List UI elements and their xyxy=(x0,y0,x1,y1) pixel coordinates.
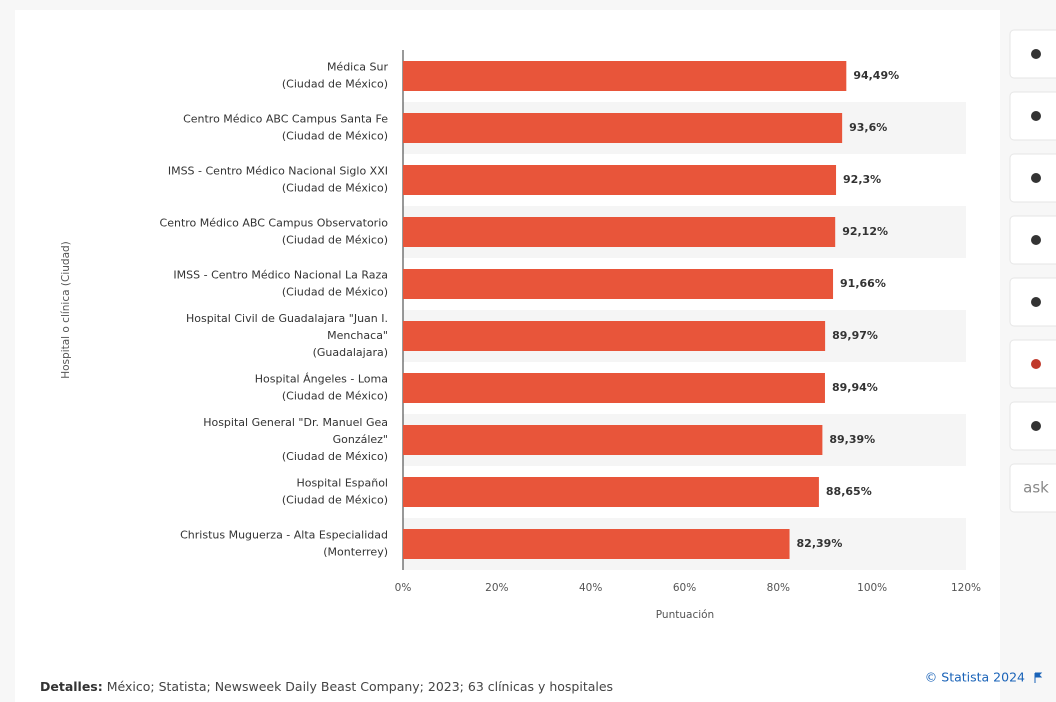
y-tick-label: (Ciudad de México) xyxy=(282,494,388,507)
y-tick-label: (Ciudad de México) xyxy=(282,130,388,143)
bar xyxy=(403,61,847,91)
x-tick-label: 120% xyxy=(951,582,981,594)
sidebar-icon xyxy=(1031,173,1041,183)
y-tick-label: Christus Muguerza - Alta Especialidad xyxy=(180,529,388,542)
x-tick-label: 0% xyxy=(395,582,412,594)
y-tick-label: González" xyxy=(333,433,388,446)
y-tick-label: (Ciudad de México) xyxy=(282,390,388,403)
value-label: 92,3% xyxy=(843,173,881,186)
details-label: Detalles: xyxy=(40,679,103,694)
y-tick-label: Centro Médico ABC Campus Santa Fe xyxy=(183,113,388,126)
bar xyxy=(403,217,836,247)
bar xyxy=(403,113,843,143)
y-tick-label: IMSS - Centro Médico Nacional La Raza xyxy=(173,269,388,282)
bar xyxy=(403,269,834,299)
bar xyxy=(403,321,826,351)
sidebar-icon xyxy=(1031,359,1041,369)
details: Detalles: México; Statista; Newsweek Dai… xyxy=(40,679,613,694)
bar xyxy=(403,477,819,507)
x-axis-title: Puntuación xyxy=(656,609,714,621)
sidebar-icon xyxy=(1031,235,1041,245)
y-tick-label: (Ciudad de México) xyxy=(282,450,388,463)
bar xyxy=(403,165,837,195)
bar xyxy=(403,529,790,559)
y-tick-label: Menchaca" xyxy=(327,329,388,342)
y-axis-title: Hospital o clínica (Ciudad) xyxy=(60,241,72,379)
x-tick-label: 60% xyxy=(673,582,696,594)
x-tick-label: 80% xyxy=(767,582,790,594)
y-tick-label: Médica Sur xyxy=(327,61,389,74)
details-text: México; Statista; Newsweek Daily Beast C… xyxy=(107,679,613,694)
source[interactable]: © Statista 2024 xyxy=(925,670,1025,685)
ask-label: ask xyxy=(1023,479,1049,497)
y-tick-label: (Monterrey) xyxy=(323,546,388,559)
sidebar: ask xyxy=(1009,29,1056,513)
value-label: 89,39% xyxy=(829,433,875,446)
value-label: 88,65% xyxy=(826,485,872,498)
value-label: 94,49% xyxy=(853,69,899,82)
bar xyxy=(403,425,823,455)
x-tick-label: 20% xyxy=(485,582,508,594)
sidebar-icon xyxy=(1031,111,1041,121)
value-label: 93,6% xyxy=(849,121,887,134)
sidebar-icon xyxy=(1031,421,1041,431)
y-tick-label: (Ciudad de México) xyxy=(282,78,388,91)
value-label: 92,12% xyxy=(842,225,888,238)
sidebar-icon xyxy=(1031,297,1041,307)
y-tick-label: Hospital Civil de Guadalajara "Juan I. xyxy=(186,312,388,325)
y-tick-label: Hospital Ángeles - Loma xyxy=(255,373,388,386)
sidebar-button[interactable] xyxy=(1009,463,1056,513)
y-tick-label: IMSS - Centro Médico Nacional Siglo XXI xyxy=(168,165,388,178)
y-tick-label: (Guadalajara) xyxy=(313,346,388,359)
y-tick-label: Hospital Español xyxy=(296,477,388,490)
y-tick-label: (Ciudad de México) xyxy=(282,286,388,299)
value-label: 89,97% xyxy=(832,329,878,342)
value-label: 89,94% xyxy=(832,381,878,394)
y-tick-label: (Ciudad de México) xyxy=(282,182,388,195)
value-label: 82,39% xyxy=(797,537,843,550)
value-label: 91,66% xyxy=(840,277,886,290)
bar xyxy=(403,373,825,403)
x-tick-label: 100% xyxy=(857,582,887,594)
y-tick-label: Centro Médico ABC Campus Observatorio xyxy=(160,217,389,230)
y-tick-label: Hospital General "Dr. Manuel Gea xyxy=(203,416,388,429)
flag-icon xyxy=(1034,672,1043,683)
sidebar-icon xyxy=(1031,49,1041,59)
x-tick-label: 40% xyxy=(579,582,602,594)
y-tick-label: (Ciudad de México) xyxy=(282,234,388,247)
